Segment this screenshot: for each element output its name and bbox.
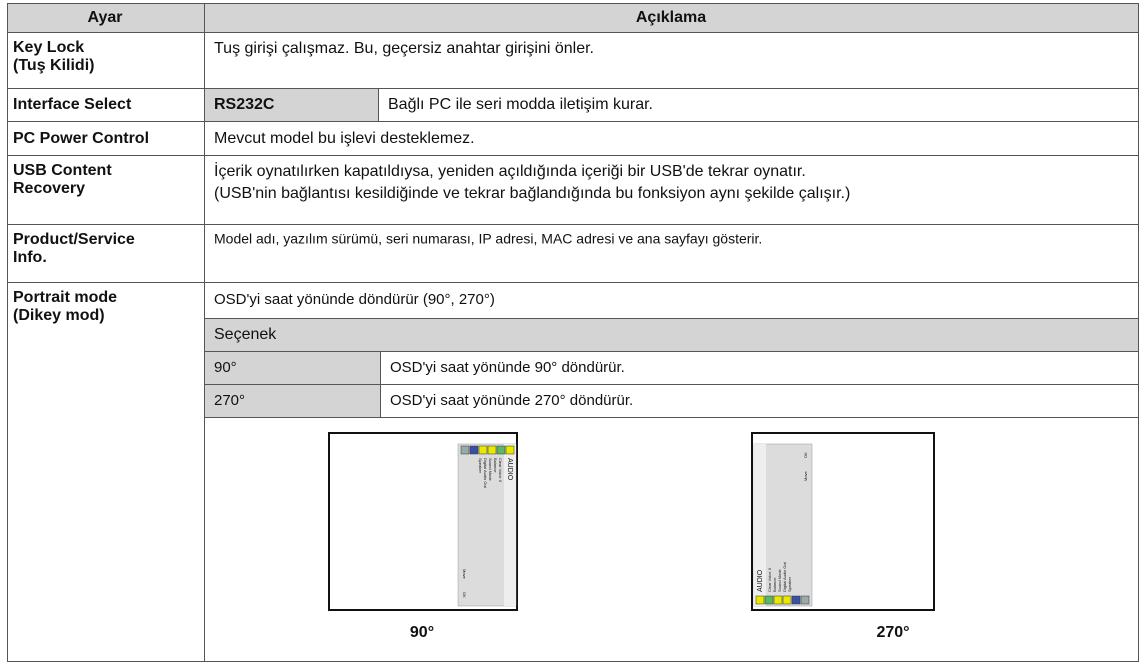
setting: Key Lock [13, 39, 84, 56]
option-bg [205, 89, 378, 121]
osd-item: Sound Mode [488, 458, 493, 481]
osd-item: Sound Mode [777, 569, 782, 592]
osd-ok: OK [462, 592, 467, 598]
option-description: OSD'yi saat yönünde 270° döndürür. [390, 392, 633, 409]
description: Bağlı PC ile seri modda iletişim kurar. [388, 96, 653, 113]
osd-item: Clear Voice II [498, 458, 503, 482]
osd-icon [773, 595, 783, 605]
osd-icon [800, 595, 810, 605]
setting: (Tuş Kilidi) [13, 57, 94, 74]
setting: Recovery [13, 180, 85, 197]
osd-item: Balance [493, 458, 498, 473]
osd-title-bar [754, 444, 766, 606]
osd-icon [478, 445, 488, 455]
options-header: Seçenek [214, 326, 277, 343]
option: RS232C [214, 96, 275, 113]
osd-icon [755, 595, 765, 605]
description: Mevcut model bu işlevi desteklemez. [214, 130, 475, 147]
options-header-bg [205, 318, 1138, 351]
osd-item: Speaker [787, 576, 792, 592]
option-angle: 90° [214, 359, 237, 376]
setting: (Dikey mod) [13, 307, 105, 324]
description: Tuş girişi çalışmaz. Bu, geçersiz anahta… [214, 40, 594, 57]
osd-item: Balance [772, 577, 777, 592]
setting: PC Power Control [13, 130, 149, 147]
osd-icon [764, 595, 774, 605]
osd-move: Move [803, 470, 808, 481]
description: (USB'nin bağlantısı kesildiğinde ve tekr… [214, 185, 850, 202]
grid [7, 3, 1139, 662]
osd-icon [496, 445, 506, 455]
osd-item: Speaker [478, 458, 483, 474]
osd-icon [791, 595, 801, 605]
osd-icon [469, 445, 479, 455]
osd-icon [487, 445, 497, 455]
osd-item: Digital Audio Out [782, 561, 787, 592]
osd-icon [505, 445, 515, 455]
osd-item: Clear Voice II [767, 568, 772, 592]
osd-move: Move [462, 569, 467, 580]
figure-label: 270° [876, 624, 909, 641]
osd-title: AUDIO [506, 458, 513, 481]
intro: OSD'yi saat yönünde döndürür (90°, 270°) [214, 291, 495, 308]
option-angle: 270° [214, 392, 245, 409]
osd-title: AUDIO [757, 569, 764, 592]
header-bg [7, 3, 1139, 33]
header-cell: Açıklama [636, 9, 706, 26]
osd-title-bar [504, 444, 516, 606]
setting: Product/Service [13, 231, 135, 248]
osd-item: Digital Audio Out [483, 458, 488, 489]
figure-label: 90° [410, 624, 434, 641]
setting: Info. [13, 249, 47, 266]
osd-icon [782, 595, 792, 605]
setting: USB Content [13, 162, 112, 179]
osd-ok: OK [803, 452, 808, 458]
header-cell: Ayar [88, 9, 123, 26]
description: Model adı, yazılım sürümü, seri numarası… [214, 231, 762, 247]
setting: Portrait mode [13, 289, 117, 306]
option-description: OSD'yi saat yönünde 90° döndürür. [390, 359, 625, 376]
description: İçerik oynatılırken kapatıldıysa, yenide… [214, 161, 806, 180]
osd-icon [460, 445, 470, 455]
setting: Interface Select [13, 96, 132, 113]
